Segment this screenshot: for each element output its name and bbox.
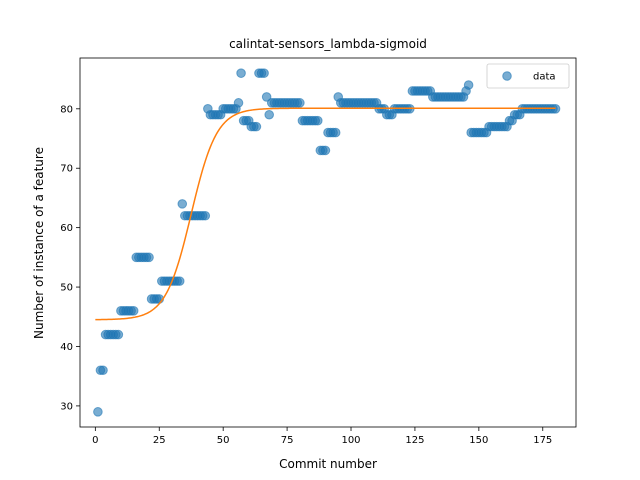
y-tick-label: 40	[60, 342, 73, 353]
data-point	[320, 145, 331, 156]
x-tick-label: 25	[153, 435, 166, 446]
x-tick-label: 150	[469, 435, 488, 446]
data-point	[177, 199, 188, 209]
data-point	[312, 115, 323, 126]
x-tick-label: 175	[533, 435, 552, 446]
data-point	[144, 252, 154, 263]
legend-box	[486, 63, 570, 89]
x-tick-label: 125	[405, 435, 424, 446]
data-point	[330, 127, 341, 138]
x-tick-label: 0	[92, 435, 98, 446]
fit-line	[95, 107, 556, 321]
y-tick-label: 80	[60, 104, 73, 115]
data-point	[93, 407, 103, 417]
data-point	[128, 306, 139, 316]
axes-frame	[79, 57, 577, 428]
x-tick-label: 100	[341, 435, 360, 446]
data-point	[113, 329, 124, 340]
x-axis-label: Commit number	[279, 457, 377, 471]
y-tick-label: 50	[60, 283, 73, 294]
data-point	[259, 68, 269, 78]
x-tick-label: 50	[217, 435, 230, 446]
chart-title: calintat-sensors_lambda-sigmoid	[229, 37, 427, 51]
y-tick-label: 70	[60, 164, 73, 175]
x-tick-label: 75	[281, 435, 294, 446]
legend-label: data	[533, 72, 556, 83]
y-tick-label: 60	[60, 223, 73, 234]
y-axis-label: Number of instance of a feature	[32, 147, 46, 339]
plot-area: 0 25 50 75 100 125 150 175 30 40 50 60 70 80 data	[60, 57, 577, 446]
y-tick-label: 30	[60, 401, 73, 412]
data-point	[463, 80, 474, 90]
data-point	[264, 109, 275, 120]
data-point	[98, 365, 108, 376]
legend-marker	[502, 71, 512, 81]
data-point	[251, 121, 262, 132]
data-point	[236, 68, 246, 78]
data-point	[261, 92, 272, 102]
data-point	[200, 210, 211, 221]
data-point	[295, 98, 305, 108]
data-point	[233, 98, 244, 108]
data-point	[174, 276, 185, 286]
